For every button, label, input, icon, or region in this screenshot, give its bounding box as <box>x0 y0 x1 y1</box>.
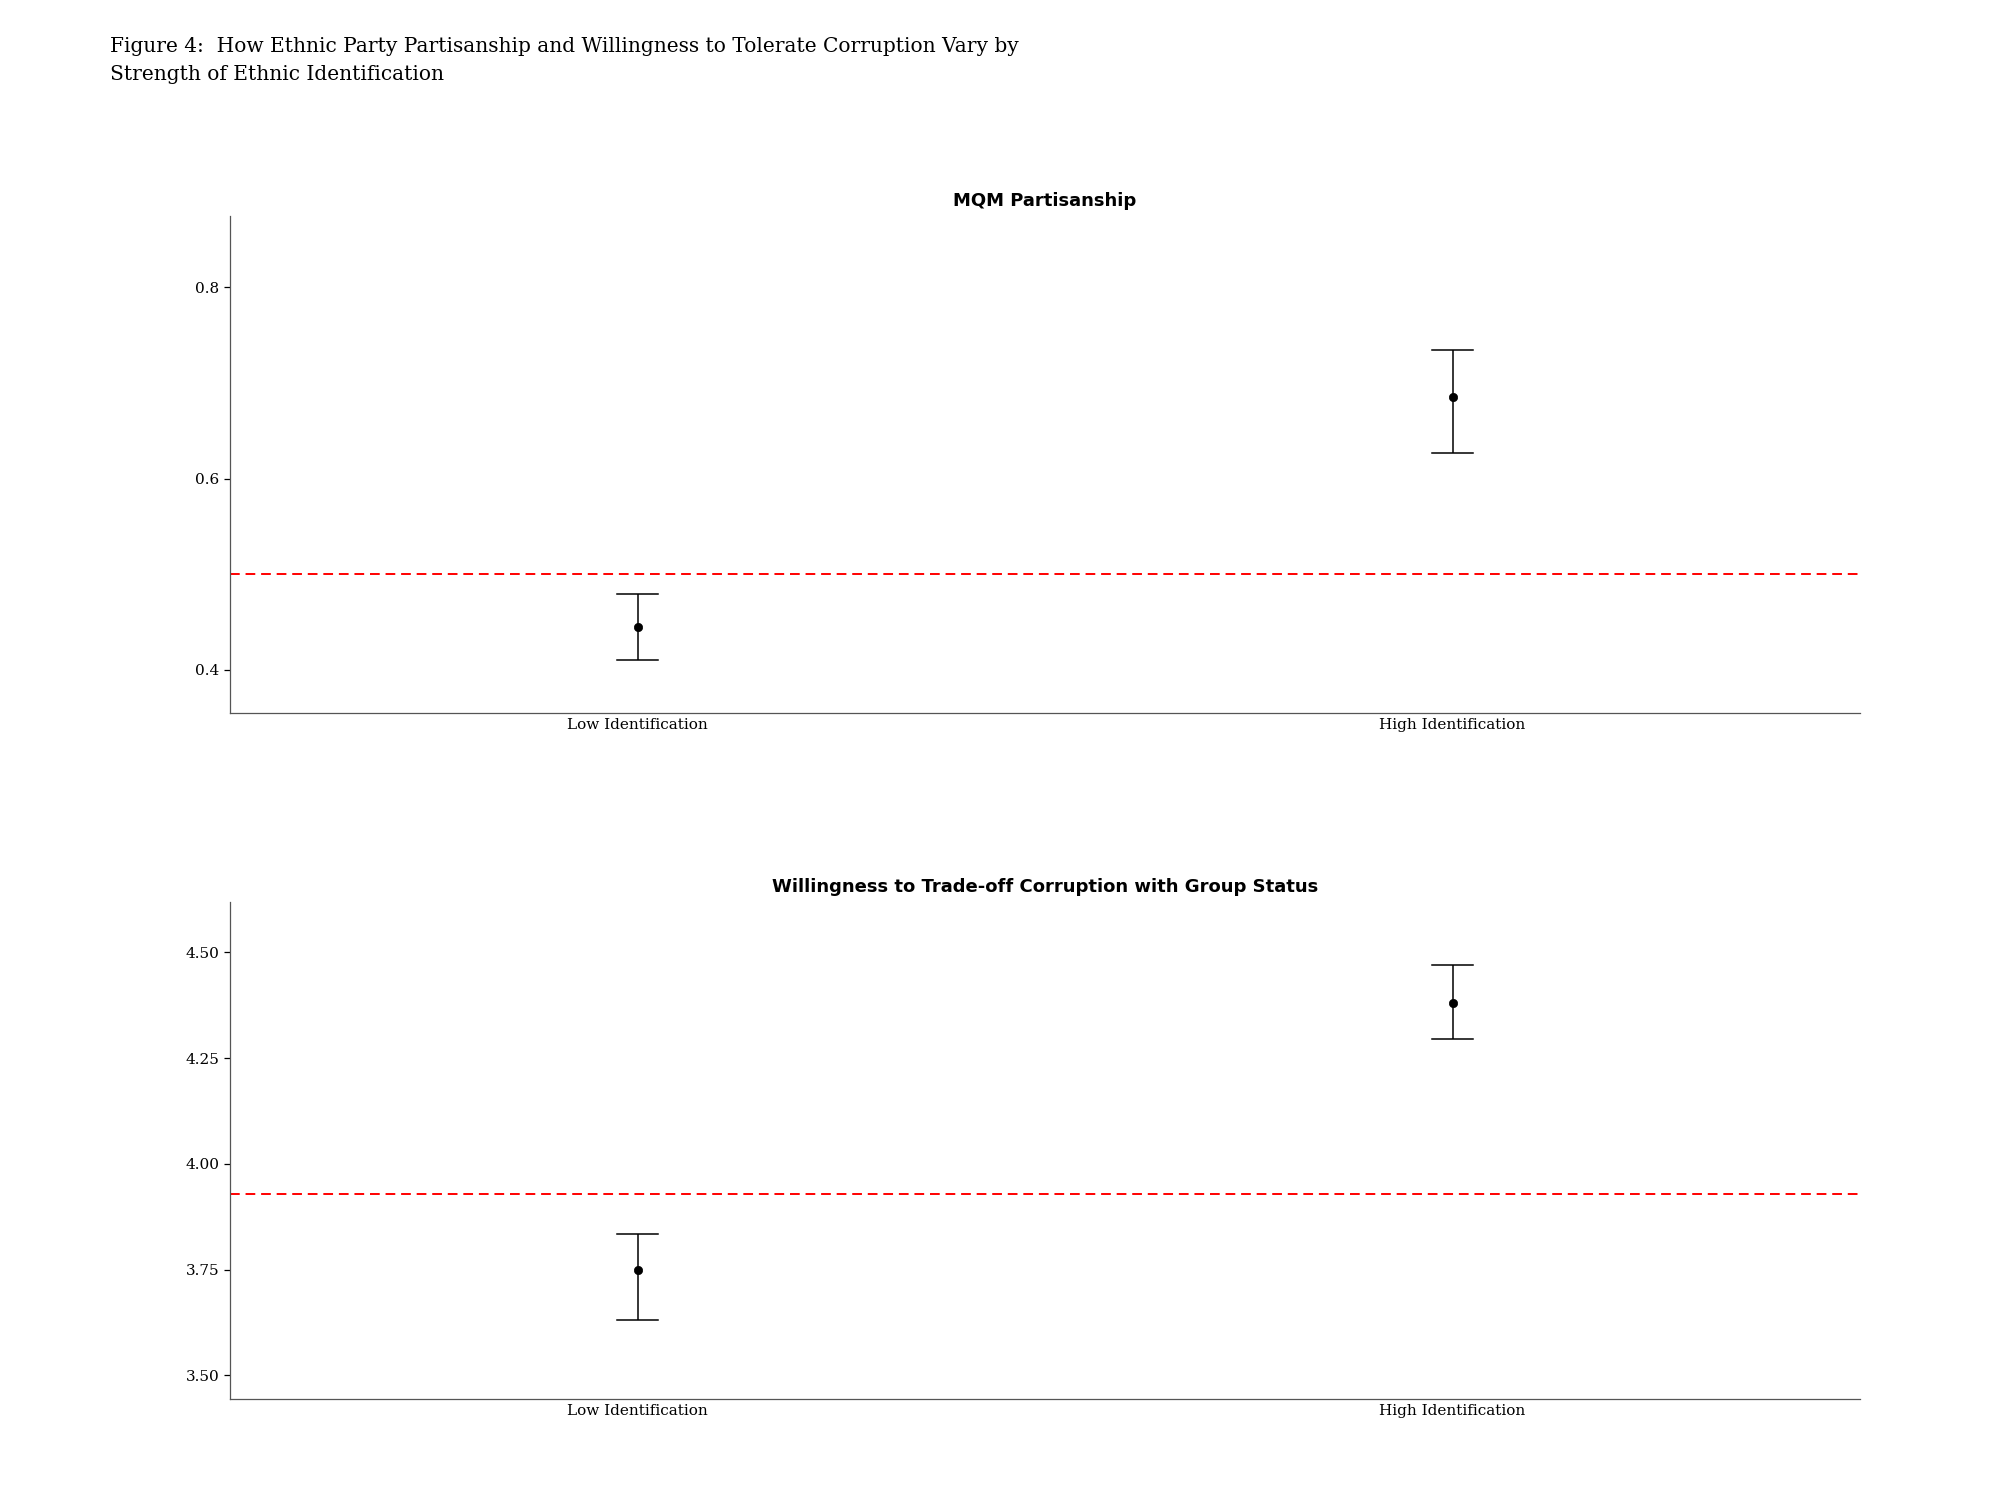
Title: Willingness to Trade-off Corruption with Group Status: Willingness to Trade-off Corruption with… <box>772 878 1318 896</box>
Title: MQM Partisanship: MQM Partisanship <box>954 192 1136 210</box>
Text: Figure 4:  How Ethnic Party Partisanship and Willingness to Tolerate Corruption : Figure 4: How Ethnic Party Partisanship … <box>110 37 1018 85</box>
